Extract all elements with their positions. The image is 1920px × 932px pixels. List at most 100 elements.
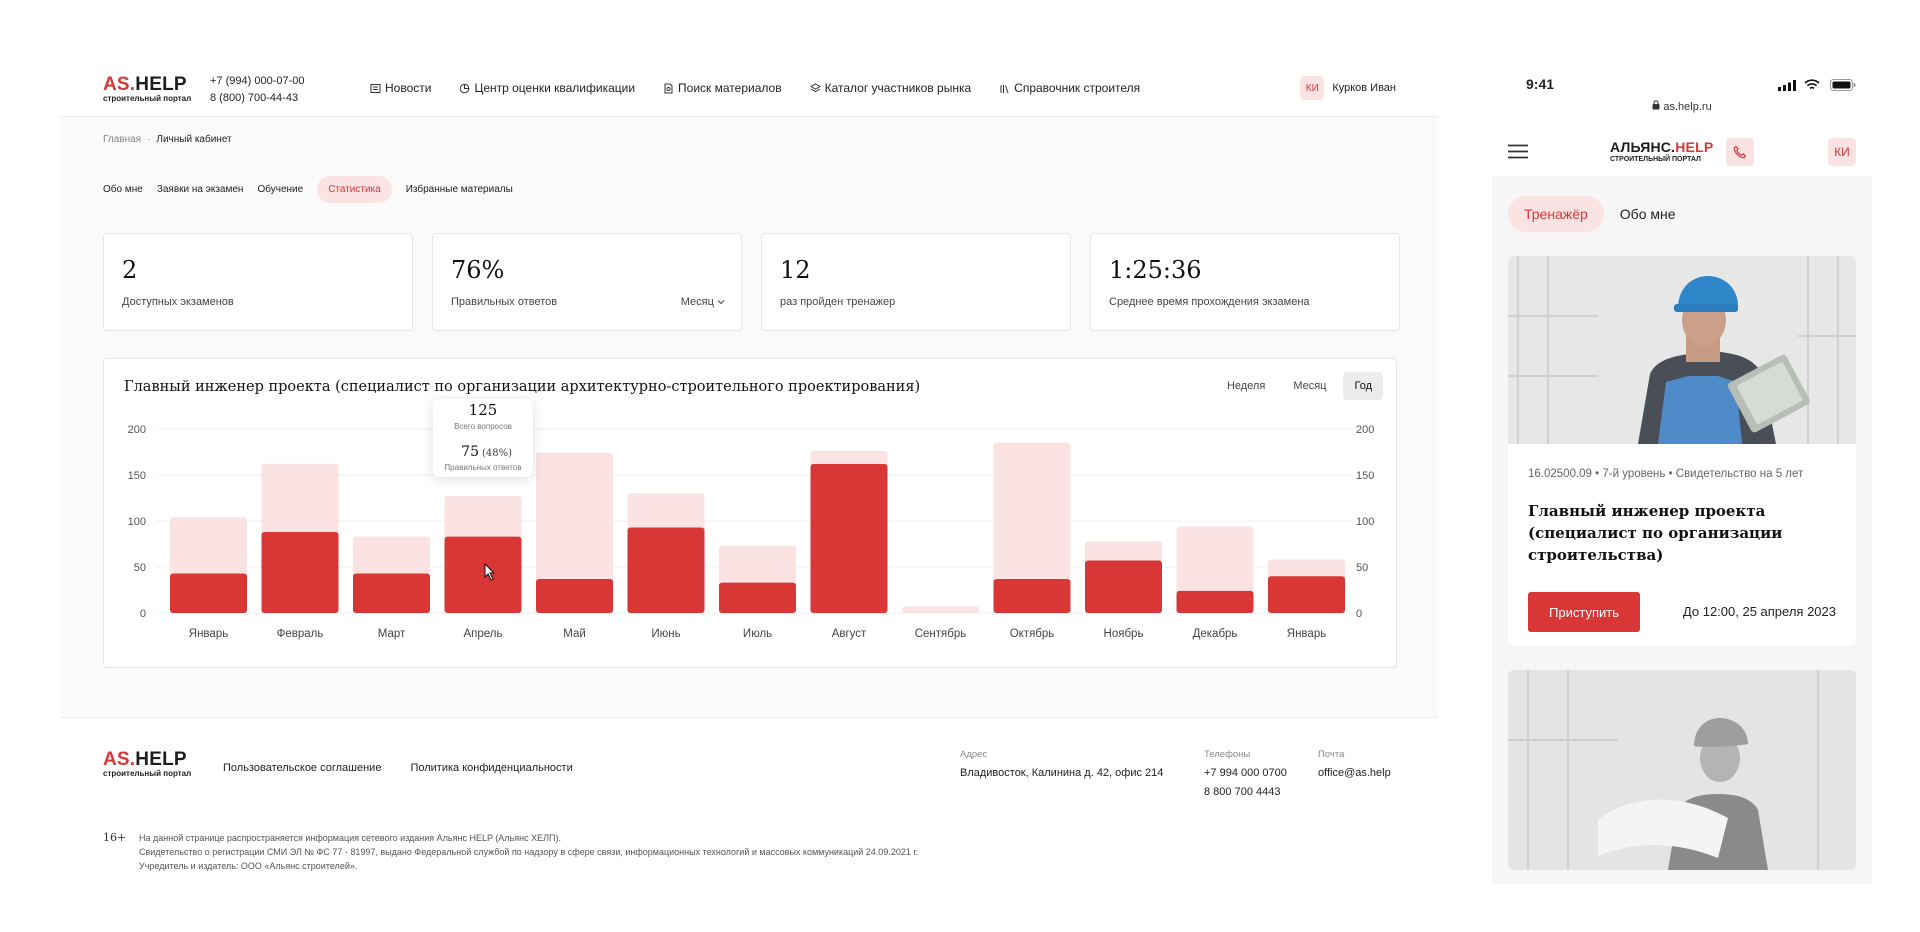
footer-mail-heading: Почта [1318, 749, 1345, 760]
tab-statistics[interactable]: Статистика [317, 176, 392, 203]
mobile-content: Тренажёр Обо мне 16.02500.09 • 7-й урове… [1492, 176, 1872, 884]
logo-text-a: AS. [103, 749, 136, 770]
footer-address-heading: Адрес [960, 749, 988, 760]
tooltip-total-label: Всего вопросов [454, 422, 512, 431]
breadcrumb-home[interactable]: Главная [103, 134, 142, 145]
y-tick-right: 0 [1356, 608, 1362, 620]
course-meta: 16.02500.09 • 7-й уровень • Свидетельств… [1528, 468, 1804, 480]
tab-trainer[interactable]: Тренажёр [1508, 196, 1604, 232]
y-tick-left: 150 [128, 470, 146, 482]
user-menu[interactable]: КИ Курков Иван [1300, 76, 1396, 100]
bar-correct [444, 536, 522, 613]
tab-about[interactable]: Обо мне [1619, 206, 1676, 222]
course-photo [1508, 256, 1856, 444]
tooltip-correct-label: Правильных ответов [444, 463, 521, 472]
call-button[interactable] [1726, 138, 1754, 166]
logo-text-b: HELP [1675, 139, 1714, 155]
y-tick-left: 100 [128, 516, 146, 528]
footer-phone-1[interactable]: +7 994 000 0700 [1204, 767, 1287, 779]
nav-materials[interactable]: Поиск материалов [663, 81, 782, 95]
link-user-agreement[interactable]: Пользовательское соглашение [223, 762, 382, 774]
tab-exam-requests[interactable]: Заявки на экзамен [156, 184, 244, 195]
logo-text-a: АЛЬЯНС. [1610, 139, 1676, 155]
stat-value: 12 [780, 256, 811, 284]
breadcrumb-separator: · [147, 134, 151, 145]
stat-card-exams: 2 Доступных экзаменов [103, 233, 413, 331]
avatar: КИ [1300, 76, 1325, 100]
footer-email[interactable]: office@as.help [1318, 767, 1391, 779]
logo-text-b: HELP [135, 74, 187, 95]
stat-value: 1:25:36 [1109, 256, 1202, 284]
phone-icon [1733, 145, 1747, 159]
battery-icon [1830, 79, 1856, 91]
books-icon [1000, 84, 1009, 93]
x-tick-label: Октябрь [1010, 628, 1055, 640]
phone-2[interactable]: 8 (800) 700-44-43 [210, 92, 299, 104]
course-title: Главный инженер проекта (специалист по о… [1528, 502, 1783, 564]
x-tick-label: Май [563, 628, 586, 640]
x-tick-label: Ноябрь [1104, 628, 1144, 640]
logo-subtitle: СТРОИТЕЛЬНЫЙ ПОРТАЛ [1610, 156, 1701, 163]
logo-text-b: HELP [135, 749, 187, 770]
y-tick-left: 200 [128, 424, 146, 436]
bar-correct [627, 527, 705, 613]
legal-line-2: Свидетельство о регистрации СМИ ЭЛ № ФС … [139, 847, 919, 857]
tooltip-total: 125 [469, 401, 498, 419]
footer-phone-2[interactable]: 8 800 700 4443 [1204, 786, 1281, 798]
course-card[interactable]: 16.02500.09 • 7-й уровень • Свидетельств… [1508, 256, 1856, 646]
tab-learning[interactable]: Обучение [257, 184, 304, 195]
cursor-icon [484, 562, 496, 581]
period-year[interactable]: Год [1343, 372, 1383, 400]
header: AS.HELP строительный портал +7 (994) 000… [60, 46, 1438, 117]
news-icon [370, 83, 381, 93]
url-text: as.help.ru [1663, 101, 1712, 113]
stat-label: Среднее время прохождения экзамена [1109, 296, 1310, 308]
nav-label: Справочник строителя [1014, 81, 1141, 95]
wifi-icon [1804, 79, 1820, 90]
tab-favorites[interactable]: Избранные материалы [405, 184, 513, 195]
breadcrumb: Главная · Личный кабинет [103, 134, 232, 145]
stat-label: Доступных экзаменов [122, 296, 234, 308]
stat-label: раз пройден тренажер [780, 296, 896, 308]
stat-cards: 2 Доступных экзаменов 76% Правильных отв… [103, 233, 1400, 331]
course-card-2[interactable] [1508, 670, 1856, 870]
footer-links: Пользовательское соглашение Политика кон… [223, 762, 573, 774]
menu-icon[interactable] [1508, 144, 1528, 159]
address-bar[interactable]: as.help.ru [1492, 100, 1872, 113]
link-privacy-policy[interactable]: Политика конфиденциальности [410, 762, 573, 774]
bar-correct [1268, 576, 1345, 613]
nav-catalog[interactable]: Каталог участников рынка [809, 81, 971, 95]
nav-handbook[interactable]: Справочник строителя [999, 81, 1140, 95]
x-tick-label: Сентябрь [915, 628, 967, 640]
bar-total [993, 442, 1071, 613]
period-week[interactable]: Неделя [1226, 380, 1266, 392]
mobile-avatar[interactable]: КИ [1828, 138, 1856, 166]
bar-correct [261, 532, 339, 613]
y-tick-left: 50 [134, 562, 146, 574]
footer-phones: Телефоны +7 994 000 0700 8 800 700 4443 [1204, 748, 1287, 802]
start-button[interactable]: Приступить [1528, 592, 1640, 632]
nav-qualification[interactable]: Центр оценки квалификации [459, 81, 635, 95]
x-tick-label: Январь [189, 628, 228, 640]
bar-chart: 0 0 50 50 100 100 150 150 200 200 Январь Февраль Мар… [128, 399, 1374, 640]
bar-correct [536, 578, 613, 613]
age-rating: 16+ [103, 831, 127, 844]
y-tick-right: 200 [1356, 424, 1374, 436]
nav-label: Поиск материалов [678, 81, 782, 95]
logo[interactable]: AS.HELP строительный портал [103, 75, 191, 103]
x-tick-label: Февраль [277, 628, 324, 640]
footer-address: Адрес Владивосток, Калинина д. 42, офис … [960, 748, 1163, 783]
profile-tabs: Обо мне Заявки на экзамен Обучение Стати… [103, 176, 527, 203]
tab-about[interactable]: Обо мне [103, 184, 143, 195]
footer-logo[interactable]: AS.HELP строительный портал [103, 750, 191, 778]
x-tick-label: Декабрь [1193, 628, 1238, 640]
tooltip-correct-pct: (48%) [482, 448, 512, 459]
mobile-logo[interactable]: АЛЬЯНС.HELP СТРОИТЕЛЬНЫЙ ПОРТАЛ [1610, 140, 1713, 164]
legal-line-3: Учредитель и издатель: ООО «Альянс строи… [139, 861, 358, 871]
phone-1[interactable]: +7 (994) 000-07-00 [210, 75, 305, 87]
period-month[interactable]: Месяц [1293, 380, 1327, 392]
course-deadline: До 12:00, 25 апреля 2023 [1682, 604, 1836, 619]
bar-total [902, 606, 979, 613]
nav-news[interactable]: Новости [370, 81, 431, 95]
period-dropdown[interactable]: Месяц [681, 296, 725, 308]
